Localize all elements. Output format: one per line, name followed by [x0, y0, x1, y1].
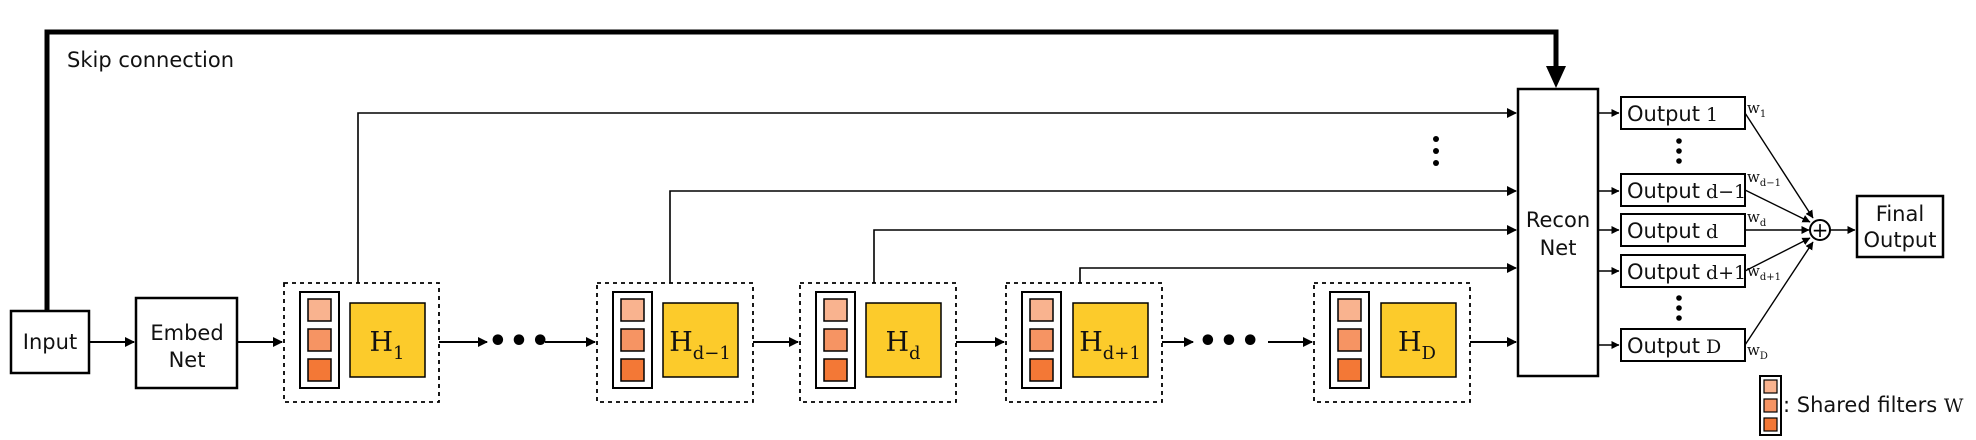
weight-label-d-minus-1: wd−1	[1747, 168, 1781, 189]
connection-hd-to-recon	[873, 225, 1517, 283]
recon-net-box	[1516, 87, 1600, 378]
output-label-D: Output D	[1627, 334, 1721, 358]
output-box-D: Output D	[1620, 328, 1746, 362]
final-output-label-line1: Final	[1876, 202, 1924, 226]
connection-hd-plus-1-to-recon	[1079, 263, 1517, 283]
legend-shared-filters: : Shared filters W	[1759, 375, 1964, 436]
final-output-label-line2: Output	[1864, 228, 1937, 252]
output-label-d-minus-1: Output d−1	[1627, 179, 1746, 203]
weighted-lines-to-sum	[1744, 112, 1814, 346]
skip-connection-line	[44, 29, 1559, 311]
shared-filters-icon	[1329, 291, 1370, 389]
weight-label-D: wD	[1747, 341, 1768, 362]
shared-filters-icon	[815, 291, 856, 389]
recon-net-label-line1: Recon	[1526, 208, 1590, 232]
hidden-state-box-d-plus-1	[1072, 302, 1149, 378]
vertical-ellipsis-recon	[1433, 136, 1439, 166]
input-box	[9, 309, 91, 375]
output-box-d: Output d	[1620, 213, 1746, 247]
intermediate-connections	[357, 108, 1517, 283]
connection-h1-to-recon	[357, 108, 1517, 283]
hidden-state-box-D	[1380, 302, 1457, 378]
chain-ellipsis-2: •••	[1198, 324, 1262, 359]
legend-label: : Shared filters W	[1783, 393, 1964, 417]
vertical-ellipsis-outputs-1	[1676, 138, 1682, 164]
weight-label-d-plus-1: wd+1	[1747, 262, 1781, 283]
recon-net-label-line2: Net	[1540, 236, 1577, 260]
sum-symbol: +	[1812, 218, 1829, 242]
embed-net-label-line2: Net	[169, 348, 206, 372]
output-label-d-plus-1: Output d+1	[1627, 260, 1746, 284]
weight-label-d: wd	[1747, 208, 1767, 229]
shared-filters-icon	[299, 291, 340, 389]
output-label-d: Output d	[1627, 219, 1718, 243]
hidden-state-label-D: HD	[1398, 327, 1436, 364]
hidden-state-label-1: H1	[370, 327, 405, 364]
output-box-d-minus-1: Output d−1	[1620, 173, 1746, 207]
hidden-block-hd-plus-1: Hd+1	[1005, 282, 1163, 403]
hidden-block-h1: H1	[283, 282, 440, 403]
embed-net-label-line1: Embed	[150, 321, 223, 345]
connection-hd-minus-1-to-recon	[669, 186, 1517, 283]
output-label-1: Output 1	[1627, 102, 1718, 126]
hidden-state-label-d: Hd	[885, 327, 920, 364]
chain-ellipsis-1: •••	[488, 324, 552, 359]
hidden-block-hd-minus-1: Hd−1	[596, 282, 754, 403]
output-arrows	[1598, 109, 1620, 349]
input-label: Input	[23, 330, 77, 354]
hidden-state-label-d-plus-1: Hd+1	[1079, 327, 1141, 364]
hidden-state-box-1	[349, 302, 426, 378]
hidden-block-hD: HD	[1313, 282, 1471, 403]
skip-connection-label: Skip connection	[67, 48, 234, 72]
weight-label-1: w1	[1747, 99, 1766, 120]
embed-net-box	[134, 296, 239, 390]
output-box-1: Output 1	[1620, 96, 1746, 130]
final-output-box	[1855, 194, 1945, 259]
skip-connection-arrowhead	[1546, 66, 1566, 88]
hidden-state-box-d-minus-1	[662, 302, 739, 378]
hidden-state-box-d	[865, 302, 942, 378]
shared-filters-icon	[1021, 291, 1062, 389]
output-box-d-plus-1: Output d+1	[1620, 254, 1746, 288]
hidden-state-label-d-minus-1: Hd−1	[669, 327, 731, 364]
vertical-ellipsis-outputs-2	[1676, 295, 1682, 321]
shared-filters-icon	[612, 291, 653, 389]
hidden-block-hd: Hd	[799, 282, 957, 403]
